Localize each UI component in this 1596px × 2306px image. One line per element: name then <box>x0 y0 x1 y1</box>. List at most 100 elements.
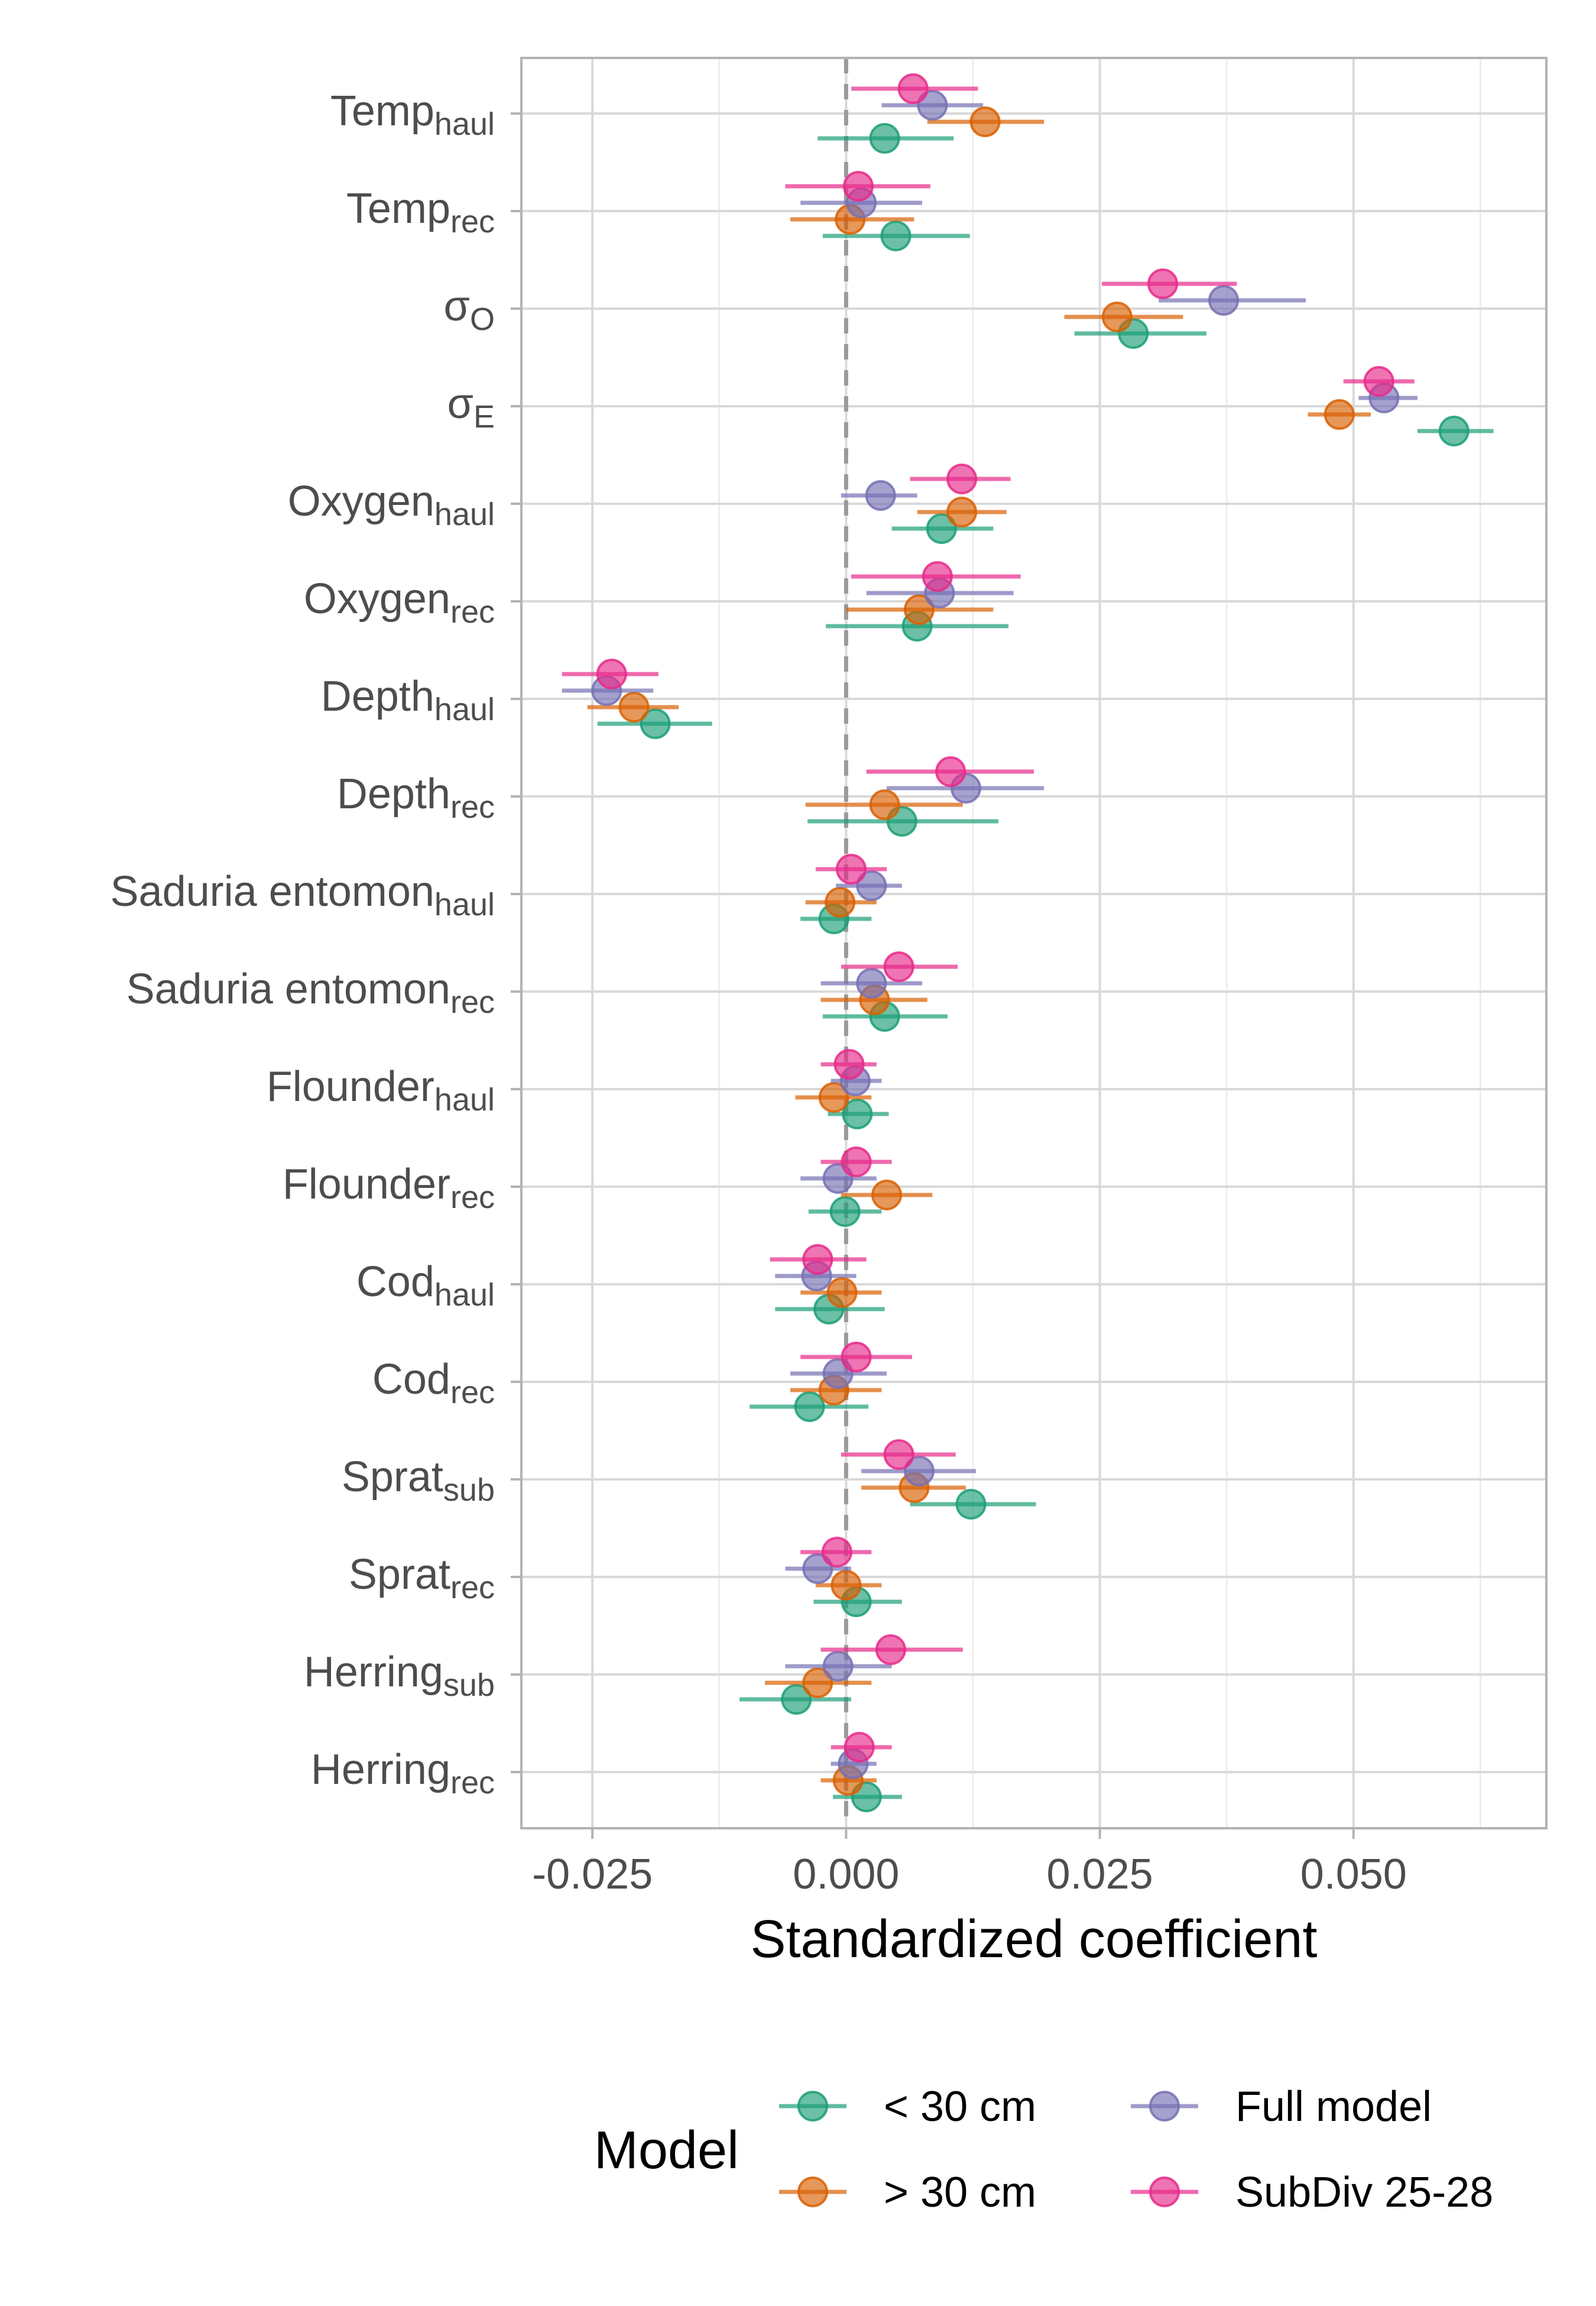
y-tick-label: Herringsub <box>304 1648 495 1703</box>
estimate-point <box>822 1651 854 1682</box>
estimate-point <box>883 951 914 982</box>
estimate-point <box>841 1342 872 1372</box>
estimate-point <box>640 708 671 739</box>
y-tick-label-subscript: rec <box>450 1570 495 1605</box>
y-tick-label: σO <box>444 283 495 337</box>
y-tick-label-subscript: haul <box>434 1082 495 1118</box>
legend-entry-label: Full model <box>1235 2083 1432 2130</box>
estimate-point <box>969 106 1001 137</box>
estimate-point <box>781 1684 812 1715</box>
y-tick-label-subscript: haul <box>434 692 495 727</box>
y-tick-label: Codhaul <box>356 1258 495 1313</box>
estimate-point <box>618 692 650 723</box>
y-tick-label-base: Sprat <box>349 1551 450 1598</box>
y-tick-label: Depthrec <box>337 770 495 825</box>
estimate-point <box>917 90 948 121</box>
plot-panel <box>521 58 1546 1828</box>
estimate-point <box>818 1082 849 1113</box>
estimate-point <box>833 1049 865 1080</box>
y-tick-label-subscript: haul <box>434 497 495 532</box>
estimate-point <box>926 513 957 544</box>
estimate-point <box>829 1196 861 1227</box>
y-tick-label-subscript: sub <box>443 1472 495 1508</box>
y-tick-label-subscript: haul <box>434 887 495 922</box>
y-tick-label-base: σ <box>447 380 473 427</box>
legend-entry-label: SubDiv 25-28 <box>1235 2169 1493 2216</box>
y-tick-label-base: Temp <box>346 185 450 232</box>
y-tick-label-base: Depth <box>321 673 434 720</box>
y-tick-label: Oxygenrec <box>304 575 495 630</box>
legend-key-point <box>797 2091 828 2122</box>
estimate-point <box>856 968 887 999</box>
x-axis-ticks: -0.025 0.000 0.025 0.050 <box>532 1828 1407 1898</box>
legend-title: Model <box>594 2121 739 2180</box>
y-tick-label-base: Temp <box>330 88 434 135</box>
y-tick-label-subscript: rec <box>450 1375 495 1410</box>
y-tick-label-base: Cod <box>372 1356 450 1403</box>
y-tick-label-base: Herring <box>311 1746 450 1793</box>
y-tick-label-base: Flounder <box>267 1063 434 1110</box>
estimate-point <box>826 1277 858 1308</box>
estimate-point <box>596 659 627 689</box>
estimate-point <box>802 1667 833 1698</box>
estimate-point <box>883 1439 914 1470</box>
x-tick-label: 0.050 <box>1300 1851 1407 1898</box>
estimate-point <box>802 1244 833 1275</box>
y-tick-label-base: Sprat <box>342 1453 443 1501</box>
estimate-point <box>844 1732 875 1763</box>
legend-key-point <box>1149 2091 1180 2122</box>
legend: < 30 cm > 30 cm Full model SubDiv 25-28 <box>779 2083 1493 2216</box>
estimate-point <box>880 221 911 251</box>
y-tick-label: Temprec <box>346 185 495 239</box>
y-tick-label-base: Oxygen <box>288 478 434 525</box>
estimate-point <box>842 171 874 202</box>
estimate-point <box>946 464 978 494</box>
y-tick-label-subscript: rec <box>450 789 495 825</box>
y-tick-label: Temphaul <box>330 88 495 142</box>
estimate-point <box>835 854 867 885</box>
y-tick-label-subscript: sub <box>443 1667 495 1703</box>
y-tick-label: σE <box>447 380 495 435</box>
estimate-point <box>946 497 978 527</box>
estimate-point <box>794 1391 825 1422</box>
x-tick-label: 0.025 <box>1047 1851 1153 1898</box>
y-tick-label-subscript: haul <box>434 106 495 142</box>
estimate-point <box>1438 416 1470 446</box>
y-tick-label-subscript: haul <box>434 1277 495 1313</box>
y-tick-label-base: Herring <box>304 1648 443 1696</box>
legend-entry-label: > 30 cm <box>884 2169 1036 2216</box>
estimate-point <box>869 123 900 154</box>
x-tick-label: 0.000 <box>793 1851 899 1898</box>
y-tick-label-base: Oxygen <box>304 575 450 623</box>
estimate-point <box>825 887 856 918</box>
estimate-point <box>831 1570 862 1601</box>
y-tick-label-subscript: O <box>470 302 495 337</box>
y-tick-label-base: Cod <box>356 1258 434 1306</box>
estimate-point <box>842 1099 873 1129</box>
estimate-point <box>1147 268 1179 299</box>
minor-gridlines <box>718 58 1481 1828</box>
y-tick-label-base: Depth <box>337 770 450 818</box>
y-tick-label-subscript: rec <box>450 204 495 239</box>
legend-entry-label: < 30 cm <box>884 2083 1036 2130</box>
y-tick-label-subscript: rec <box>450 1180 495 1215</box>
estimate-point <box>1101 302 1133 332</box>
legend-key-point <box>797 2177 828 2207</box>
y-tick-label: Codrec <box>372 1356 495 1410</box>
x-axis-label: Standardized coefficient <box>751 1910 1318 1969</box>
y-tick-label: Flounderrec <box>283 1161 495 1215</box>
y-tick-label-subscript: rec <box>450 1765 495 1800</box>
estimate-point <box>841 1146 872 1177</box>
y-tick-label-subscript: rec <box>450 594 495 630</box>
y-tick-label: Saduria entomonrec <box>126 966 495 1020</box>
legend-key-point <box>1149 2177 1180 2207</box>
y-tick-label-base: σ <box>444 283 470 330</box>
estimate-point <box>865 480 896 511</box>
estimate-point <box>1208 285 1240 316</box>
estimate-point <box>903 594 935 625</box>
estimate-point <box>935 756 966 787</box>
y-tick-label-base: Saduria entomon <box>111 868 434 915</box>
estimate-point <box>821 1537 852 1567</box>
estimate-point <box>871 1180 903 1210</box>
